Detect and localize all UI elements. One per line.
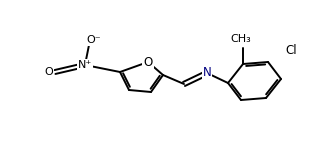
Text: N⁺: N⁺ [78, 60, 92, 70]
Text: O: O [45, 67, 53, 77]
Text: N: N [203, 66, 211, 79]
Text: O: O [143, 56, 153, 69]
Text: O⁻: O⁻ [87, 35, 101, 45]
Text: Cl: Cl [285, 44, 297, 57]
Text: CH₃: CH₃ [231, 34, 251, 44]
